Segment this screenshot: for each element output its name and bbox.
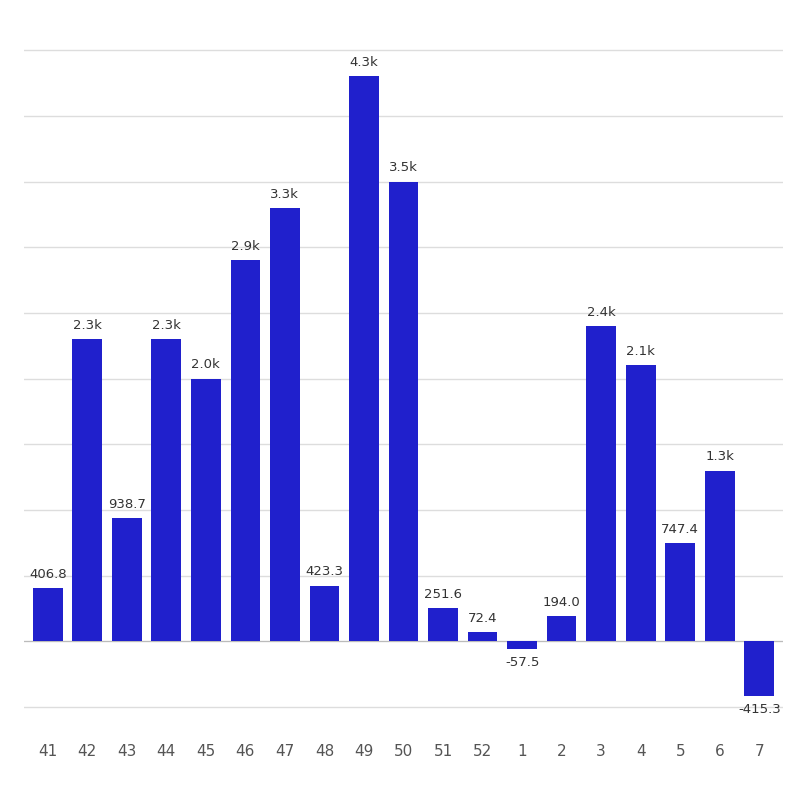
Text: -57.5: -57.5 (505, 656, 539, 669)
Text: 747.4: 747.4 (662, 523, 699, 536)
Text: 423.3: 423.3 (305, 565, 344, 579)
Text: -415.3: -415.3 (738, 703, 781, 716)
Text: 2.3k: 2.3k (152, 319, 181, 332)
Bar (586, 326, 616, 642)
Bar (507, 642, 537, 649)
Text: 1.3k: 1.3k (706, 450, 734, 463)
Bar (270, 208, 300, 642)
Bar (33, 588, 62, 642)
Bar (705, 470, 734, 642)
Text: 2.4k: 2.4k (586, 306, 615, 319)
Text: 2.1k: 2.1k (626, 345, 655, 358)
Bar (309, 586, 340, 642)
Text: 406.8: 406.8 (29, 567, 66, 581)
Bar (73, 340, 102, 642)
Bar (349, 77, 379, 642)
Text: 2.9k: 2.9k (231, 240, 260, 253)
Text: 72.4: 72.4 (467, 611, 497, 625)
Bar (428, 608, 458, 642)
Text: 194.0: 194.0 (543, 595, 581, 609)
Bar (745, 642, 774, 696)
Text: 3.3k: 3.3k (270, 187, 300, 201)
Bar (231, 261, 260, 642)
Bar (467, 632, 498, 642)
Bar (388, 182, 419, 642)
Bar (152, 340, 181, 642)
Text: 2.3k: 2.3k (73, 319, 101, 332)
Bar (626, 366, 655, 642)
Bar (547, 616, 576, 642)
Text: 4.3k: 4.3k (350, 57, 379, 69)
Text: 2.0k: 2.0k (192, 359, 221, 371)
Text: 3.5k: 3.5k (389, 161, 418, 175)
Bar (191, 379, 221, 642)
Bar (112, 518, 141, 642)
Bar (666, 543, 695, 642)
Text: 938.7: 938.7 (108, 498, 145, 511)
Text: 251.6: 251.6 (424, 588, 462, 601)
